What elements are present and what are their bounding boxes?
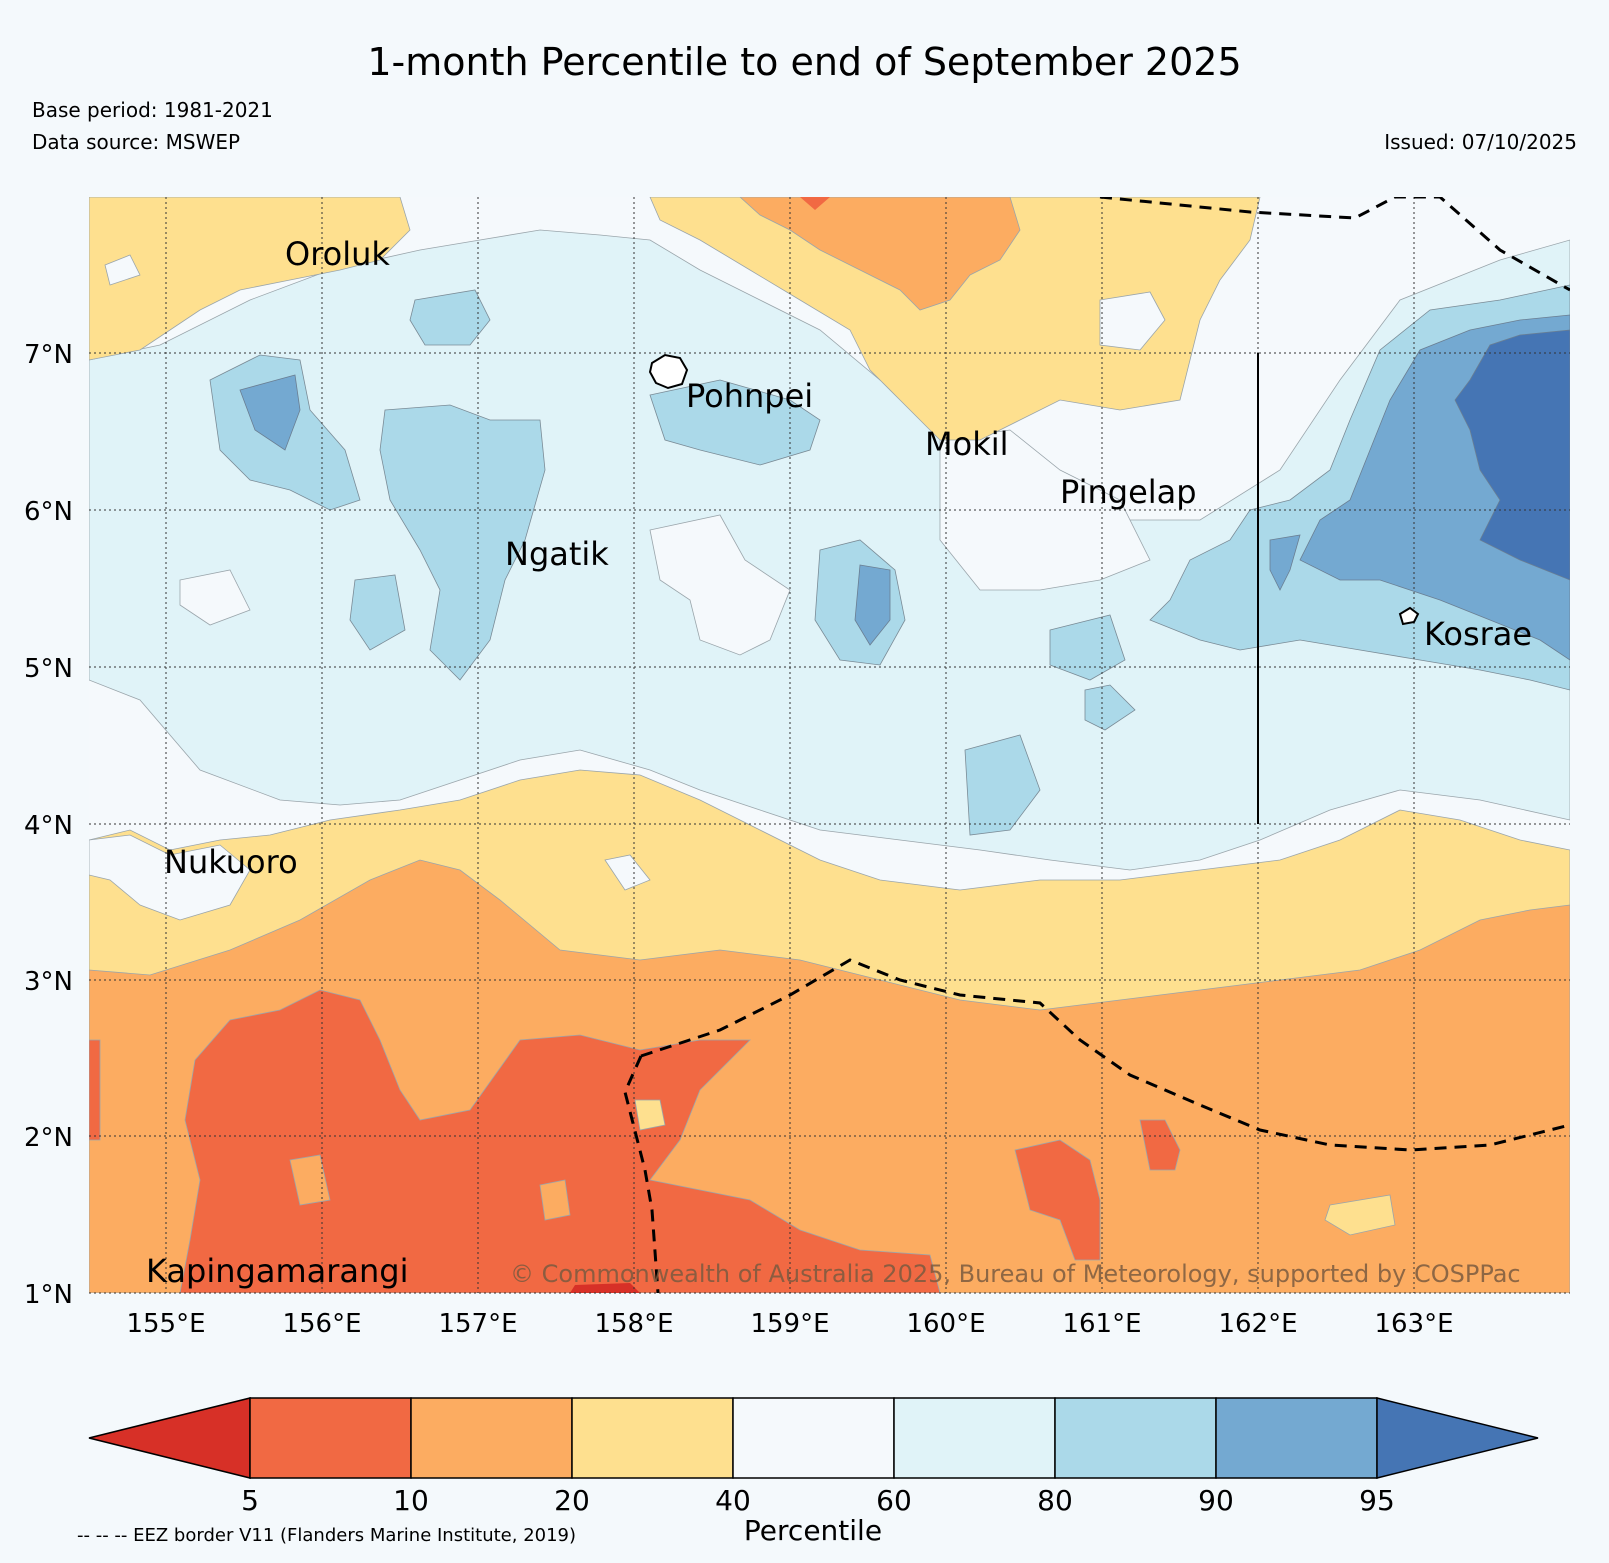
field-40-60-patch bbox=[104, 254, 141, 286]
field-40-60-patch bbox=[649, 514, 791, 656]
lon-label: 157°E bbox=[438, 1309, 517, 1339]
field-20-40-topleft bbox=[89, 197, 411, 361]
field-20-40-patch bbox=[1324, 1194, 1396, 1236]
field-20-40-patch bbox=[634, 1099, 666, 1131]
field-80-90-patch bbox=[349, 574, 406, 651]
colorbar bbox=[88, 1397, 1539, 1479]
lat-label: 1°N bbox=[24, 1280, 73, 1310]
lon-label: 160°E bbox=[906, 1309, 985, 1339]
data-source-text: Data source: MSWEP bbox=[32, 130, 241, 154]
field-10-20-patch bbox=[539, 1179, 571, 1221]
lon-label: 161°E bbox=[1062, 1309, 1141, 1339]
field-5-10-patch bbox=[800, 197, 830, 210]
field-5-10-patch bbox=[1139, 1119, 1181, 1171]
place-label-kapingamarangi: Kapingamarangi bbox=[146, 1252, 408, 1290]
field-5-10-region bbox=[179, 989, 941, 1293]
kosrae-island-shape bbox=[1398, 606, 1420, 626]
pohnpei-island-shape bbox=[648, 353, 689, 390]
colorbar-segment-below-5 bbox=[88, 1397, 251, 1479]
colorbar-segment-above-95 bbox=[1376, 1397, 1539, 1479]
lon-label: 163°E bbox=[1374, 1309, 1453, 1339]
base-period-text: Base period: 1981-2021 bbox=[32, 98, 273, 122]
place-label-ngatik: Ngatik bbox=[505, 535, 609, 573]
colorbar-tick: 60 bbox=[876, 1484, 912, 1517]
field-above-95-region bbox=[1454, 329, 1570, 581]
field-below-5-patch bbox=[570, 1283, 640, 1293]
field-10-20-patch bbox=[289, 1154, 331, 1206]
colorbar-tick: 20 bbox=[554, 1484, 590, 1517]
lon-label: 155°E bbox=[126, 1309, 205, 1339]
lat-label: 3°N bbox=[24, 967, 73, 997]
field-80-90-patch bbox=[409, 289, 491, 346]
lon-label: 162°E bbox=[1218, 1309, 1297, 1339]
field-80-90-patch bbox=[649, 379, 821, 466]
place-label-mokil: Mokil bbox=[925, 425, 1009, 463]
place-label-oroluk: Oroluk bbox=[285, 235, 390, 273]
colorbar-tick: 95 bbox=[1359, 1484, 1395, 1517]
lat-label: 2°N bbox=[24, 1123, 73, 1153]
field-80-90-patch bbox=[964, 734, 1041, 836]
copyright-text: © Commonwealth of Australia 2025, Bureau… bbox=[510, 1260, 1521, 1288]
field-80-90-patch bbox=[1049, 614, 1126, 681]
issued-date-text: Issued: 07/10/2025 bbox=[1384, 130, 1577, 154]
field-80-90-patch bbox=[379, 404, 546, 681]
field-40-60-patch bbox=[604, 854, 651, 891]
field-5-10-patch bbox=[89, 1039, 101, 1141]
field-40-60-patch bbox=[179, 569, 251, 626]
colorbar-segment-20-40 bbox=[571, 1397, 734, 1479]
lon-label: 158°E bbox=[594, 1309, 673, 1339]
place-label-pohnpei: Pohnpei bbox=[686, 377, 813, 415]
colorbar-segment-5-10 bbox=[249, 1397, 412, 1479]
lat-label: 5°N bbox=[24, 654, 73, 684]
colorbar-tick: 5 bbox=[241, 1484, 259, 1517]
colorbar-segment-80-90 bbox=[1054, 1397, 1217, 1479]
field-40-60-patch bbox=[89, 834, 251, 921]
eez-legend-note: -- -- -- EEZ border V11 (Flanders Marine… bbox=[77, 1525, 576, 1546]
colorbar-title: Percentile bbox=[744, 1514, 882, 1547]
colorbar-tick: 90 bbox=[1198, 1484, 1234, 1517]
colorbar-segment-10-20 bbox=[410, 1397, 573, 1479]
field-40-60-patch bbox=[1099, 291, 1166, 351]
map-field bbox=[89, 197, 1570, 1293]
field-5-10-patch bbox=[1014, 1139, 1101, 1261]
gridlines bbox=[89, 197, 1570, 1294]
lon-label: 156°E bbox=[282, 1309, 361, 1339]
field-90-95-patch bbox=[854, 564, 891, 646]
colorbar-segment-90-95 bbox=[1215, 1397, 1378, 1479]
field-90-95-patch bbox=[239, 374, 301, 451]
lon-label: 159°E bbox=[750, 1309, 829, 1339]
map-title: 1-month Percentile to end of September 2… bbox=[367, 40, 1242, 84]
place-label-nukuoro: Nukuoro bbox=[164, 843, 298, 881]
field-10-20-topcenter bbox=[739, 197, 1021, 311]
field-80-90-patch bbox=[1084, 684, 1136, 731]
lat-label: 7°N bbox=[24, 340, 73, 370]
eez-borders bbox=[623, 197, 1570, 1293]
field-90-95-patch bbox=[1269, 534, 1301, 591]
lat-label: 4°N bbox=[24, 811, 73, 841]
place-label-pingelap: Pingelap bbox=[1060, 473, 1197, 511]
colorbar-tick: 40 bbox=[715, 1484, 751, 1517]
field-20-40-topcenter bbox=[649, 197, 1261, 441]
colorbar-segment-60-80 bbox=[893, 1397, 1056, 1479]
lat-label: 6°N bbox=[24, 497, 73, 527]
colorbar-tick: 10 bbox=[393, 1484, 429, 1517]
colorbar-tick: 80 bbox=[1037, 1484, 1073, 1517]
place-label-kosrae: Kosrae bbox=[1424, 615, 1532, 653]
colorbar-segment-40-60 bbox=[732, 1397, 895, 1479]
